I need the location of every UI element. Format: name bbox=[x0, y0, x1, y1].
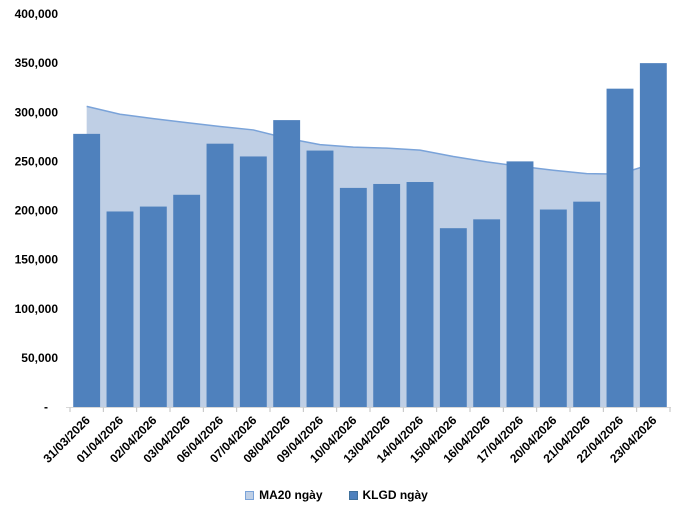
y-axis-labels: 400,000 350,000 300,000 250,000 200,000 150,0… bbox=[15, 7, 59, 414]
klgd-column-series bbox=[73, 63, 667, 409]
y-tick-label: - bbox=[44, 400, 48, 414]
volume-bar bbox=[339, 187, 367, 408]
y-tick-label: 350,000 bbox=[15, 56, 59, 70]
volume-bar bbox=[506, 161, 534, 409]
ma20-legend-label: MA20 ngày bbox=[259, 488, 323, 502]
y-tick-label: 100,000 bbox=[15, 302, 59, 316]
volume-bar bbox=[606, 88, 634, 409]
klgd-legend-swatch-icon bbox=[348, 490, 358, 500]
y-tick-label: 250,000 bbox=[15, 154, 59, 168]
legend-item-ma20: MA20 ngày bbox=[245, 488, 323, 502]
volume-bar bbox=[173, 194, 201, 408]
chart-plot-area: 400,000 350,000 300,000 250,000 200,000 150,0… bbox=[15, 7, 671, 466]
y-tick-label: 400,000 bbox=[15, 7, 59, 21]
x-axis-labels: 31/03/202601/04/202602/04/202603/04/2026… bbox=[40, 413, 659, 466]
volume-bar bbox=[639, 63, 667, 409]
ma20-area-series bbox=[86, 105, 654, 408]
y-tick-label: 300,000 bbox=[15, 105, 59, 119]
volume-bar bbox=[73, 133, 101, 408]
volume-bar bbox=[573, 201, 601, 408]
volume-bar bbox=[239, 156, 267, 408]
volume-bar bbox=[139, 206, 167, 408]
volume-bar bbox=[539, 209, 567, 408]
y-tick-label: 200,000 bbox=[15, 204, 59, 218]
volume-bar bbox=[406, 182, 434, 408]
legend-item-klgd: KLGD ngày bbox=[348, 488, 428, 502]
y-tick-label: 50,000 bbox=[21, 351, 58, 365]
volume-bar bbox=[273, 120, 301, 409]
volume-bar bbox=[306, 150, 334, 408]
volume-bar bbox=[439, 228, 467, 408]
chart-legend: MA20 ngày KLGD ngày bbox=[0, 488, 673, 502]
volume-bar bbox=[206, 143, 234, 408]
volume-bar bbox=[106, 211, 134, 408]
x-axis bbox=[66, 407, 671, 412]
y-tick-label: 150,000 bbox=[15, 253, 59, 267]
ma20-legend-swatch-icon bbox=[245, 490, 255, 500]
volume-bar bbox=[373, 183, 401, 408]
volume-bar bbox=[473, 219, 501, 408]
klgd-legend-label: KLGD ngày bbox=[362, 488, 428, 502]
